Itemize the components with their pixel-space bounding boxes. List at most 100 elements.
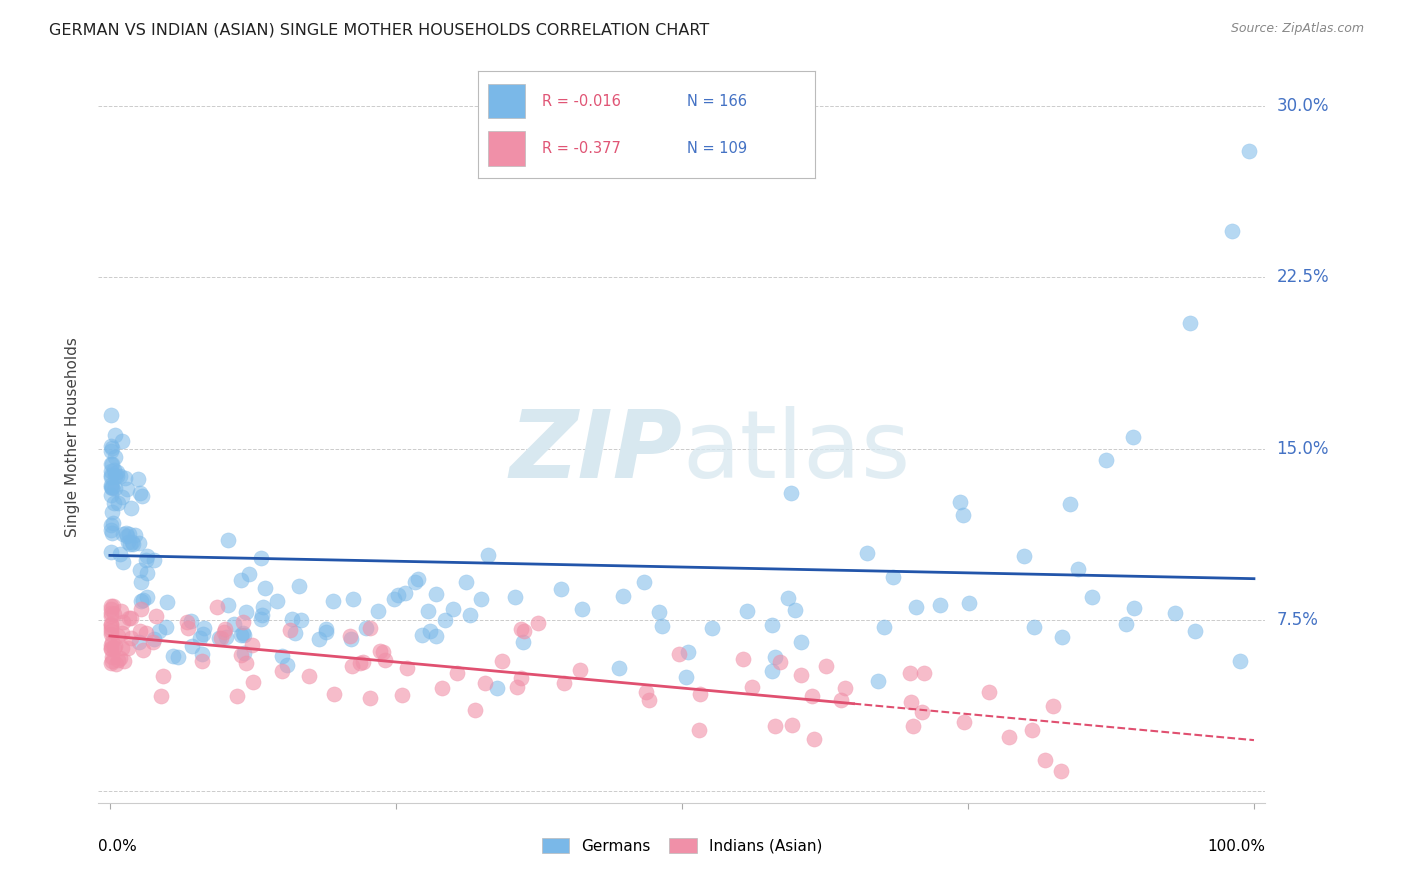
Point [460,607,482,622]
Point [1178,316,1201,330]
Point [193,627,215,641]
Point [249,612,271,626]
Point [162,649,184,664]
Point [651,619,673,633]
Text: GERMAN VS INDIAN (ASIAN) SINGLE MOTHER HOUSEHOLDS CORRELATION CHART: GERMAN VS INDIAN (ASIAN) SINGLE MOTHER H… [49,22,710,37]
Point [101,516,124,530]
Point [356,621,378,635]
Point [761,617,783,632]
Point [271,664,294,678]
Point [1222,224,1244,238]
Point [233,628,256,642]
Point [322,687,344,701]
Point [550,582,572,597]
Point [873,620,896,634]
Text: 100.0%: 100.0% [1208,839,1265,855]
Point [298,669,321,683]
Point [789,668,811,682]
Point [100,642,122,657]
Point [287,579,309,593]
Point [815,659,838,673]
Point [689,687,711,701]
Point [100,606,122,620]
Point [100,617,122,632]
Point [118,611,141,625]
Point [155,620,177,634]
Point [122,537,145,551]
Point [349,656,371,670]
Point [1021,723,1043,738]
Point [1022,619,1045,633]
Point [135,566,157,580]
Point [633,574,655,589]
Point [675,669,697,683]
Point [149,689,172,703]
Point [104,428,127,442]
Point [120,631,142,645]
Text: 0.0%: 0.0% [98,839,138,855]
Point [100,467,122,482]
Point [124,528,146,542]
Point [156,595,179,609]
Point [111,555,134,569]
Point [100,609,122,624]
Point [100,439,122,453]
Point [136,591,159,605]
Point [117,640,139,655]
Point [231,574,253,588]
Point [512,635,534,649]
Point [118,537,141,551]
Point [180,639,202,653]
Point [253,582,276,596]
Point [678,645,700,659]
Point [638,693,661,707]
Y-axis label: Single Mother Households: Single Mother Households [65,337,80,537]
Text: N = 109: N = 109 [688,141,748,156]
Point [1163,606,1185,620]
Point [105,657,128,671]
Point [129,601,152,615]
Point [252,599,274,614]
Point [135,626,157,640]
Point [322,594,344,608]
Point [434,613,457,627]
Point [132,592,155,607]
Point [250,607,273,622]
Point [284,626,307,640]
Point [384,591,406,606]
Point [769,655,792,669]
Point [785,603,807,617]
Point [100,477,122,491]
Point [526,615,548,630]
Point [953,714,976,729]
Point [117,535,139,549]
Point [1237,145,1260,159]
Point [101,441,124,455]
Point [108,651,131,665]
Point [132,642,155,657]
Point [1229,654,1251,668]
Point [107,495,129,509]
Point [763,650,786,665]
Point [359,691,381,706]
Point [191,654,214,668]
Point [222,616,245,631]
Point [111,490,134,504]
Point [115,482,138,496]
Point [425,587,447,601]
Point [419,624,441,638]
Point [100,621,122,635]
Point [464,703,486,717]
Point [882,570,904,584]
Point [101,458,124,472]
Point [208,632,231,646]
Point [506,680,529,694]
Point [952,508,974,522]
Point [266,593,288,607]
Point [425,629,447,643]
Point [238,567,260,582]
Point [1184,624,1206,639]
Point [118,527,141,541]
Point [900,695,922,709]
Point [904,600,927,615]
